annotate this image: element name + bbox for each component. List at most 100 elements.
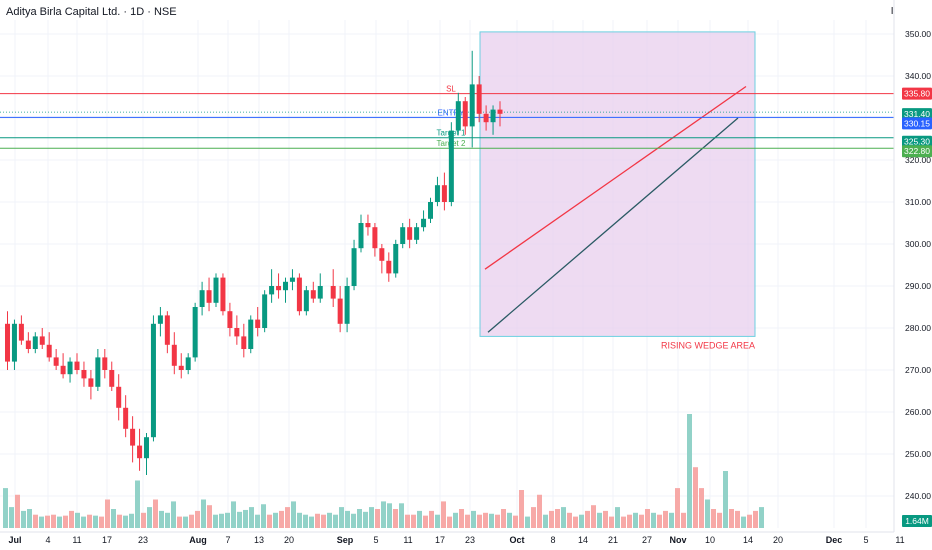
volume-bar [477, 514, 482, 528]
volume-bar [681, 512, 686, 528]
x-tick-label: 14 [578, 535, 588, 545]
volume-bar [387, 503, 392, 528]
volume-bar [519, 490, 524, 528]
volume-bar [201, 499, 206, 528]
candle-body [248, 319, 254, 349]
volume-bar [297, 512, 302, 528]
candle-body [262, 294, 268, 328]
candles [5, 50, 503, 475]
candle-body [317, 286, 323, 299]
volume-bar [723, 471, 728, 528]
volume-bar [633, 512, 638, 528]
candle-body [497, 109, 503, 114]
volume-bar [33, 514, 38, 528]
volume-bar [585, 510, 590, 528]
candle-body [234, 328, 240, 337]
candle-body [53, 357, 59, 366]
price-tag [902, 117, 932, 130]
volume-bar [501, 509, 506, 528]
price-tag [902, 135, 932, 148]
volume-bar [465, 514, 470, 528]
volume-bar [291, 501, 296, 528]
volume-bar [747, 514, 752, 528]
candle-body [227, 311, 233, 328]
volume-bar [117, 514, 122, 528]
volume-bar [351, 513, 356, 528]
candle-body [441, 185, 447, 202]
candle-body [67, 361, 73, 375]
volume-bar [615, 507, 620, 528]
volume-bar [447, 516, 452, 528]
axis-bg [894, 0, 932, 550]
candle-body [490, 109, 496, 123]
candle-body [60, 365, 66, 375]
y-tick-label: 240.00 [905, 491, 931, 501]
volume-bar [303, 514, 308, 528]
volume-bar [321, 514, 326, 528]
candle-body [365, 223, 371, 228]
y-tick-label: 290.00 [905, 281, 931, 291]
candle-body [372, 227, 378, 249]
volume-bar [417, 510, 422, 528]
volume-bar [171, 501, 176, 528]
wedge-label: RISING WEDGE AREA [661, 340, 755, 350]
volume-bar [15, 494, 20, 528]
y-tick-label: 320.00 [905, 155, 931, 165]
volume-bar [207, 505, 212, 528]
volume-bar [657, 514, 662, 528]
volume-bar [459, 509, 464, 528]
volume-bar [273, 512, 278, 528]
candle-body [351, 248, 357, 286]
y-tick-label: 250.00 [905, 449, 931, 459]
y-tick-label: 300.00 [905, 239, 931, 249]
volume-bar [717, 512, 722, 528]
x-tick-label: 20 [284, 535, 294, 545]
volume-tag-label: 1.64M [905, 516, 929, 526]
wedge-lower-line [487, 117, 739, 333]
candle-body [116, 386, 122, 408]
volume-bar [375, 509, 380, 528]
volume-bar [705, 499, 710, 528]
volume-bar [27, 509, 32, 528]
x-tick-label: 21 [608, 535, 618, 545]
volume-bar [441, 501, 446, 528]
volume-bar [489, 513, 494, 528]
candle-body [358, 223, 364, 249]
volume-bar [669, 512, 674, 528]
price-tag-label: 322.80 [904, 146, 930, 156]
candle-body [220, 277, 226, 312]
volume-bar [69, 510, 74, 528]
x-tick-label: Jul [8, 535, 21, 545]
volume-bar [381, 501, 386, 528]
candle-body [330, 286, 336, 299]
x-tick-label: 14 [743, 535, 753, 545]
candle-body [476, 84, 482, 114]
volume-bar [429, 510, 434, 528]
x-tick-label: 23 [465, 535, 475, 545]
candle-body [469, 84, 475, 127]
candle-body [303, 290, 309, 312]
volume-bar [105, 499, 110, 528]
x-tick-label: 11 [895, 535, 904, 545]
x-tick-label: 20 [773, 535, 783, 545]
candle-body [344, 286, 350, 324]
volume-bar [525, 516, 530, 528]
price-tag-label: 331.40 [904, 109, 930, 119]
volume-bar [261, 504, 266, 528]
volume-bar [147, 507, 152, 528]
candle-body [310, 290, 316, 299]
candle-body [276, 286, 282, 291]
volume-bar [141, 512, 146, 528]
volume-bar [513, 515, 518, 528]
price-tag [902, 87, 932, 100]
volume-bar [129, 513, 134, 528]
wedge-area: RISING WEDGE AREA [479, 31, 756, 350]
volume-bar [591, 505, 596, 528]
candle-body [192, 307, 198, 358]
volume-bar [561, 507, 566, 528]
volume-bar [75, 512, 80, 528]
candle-body [462, 101, 468, 127]
volume-bar [483, 512, 488, 528]
